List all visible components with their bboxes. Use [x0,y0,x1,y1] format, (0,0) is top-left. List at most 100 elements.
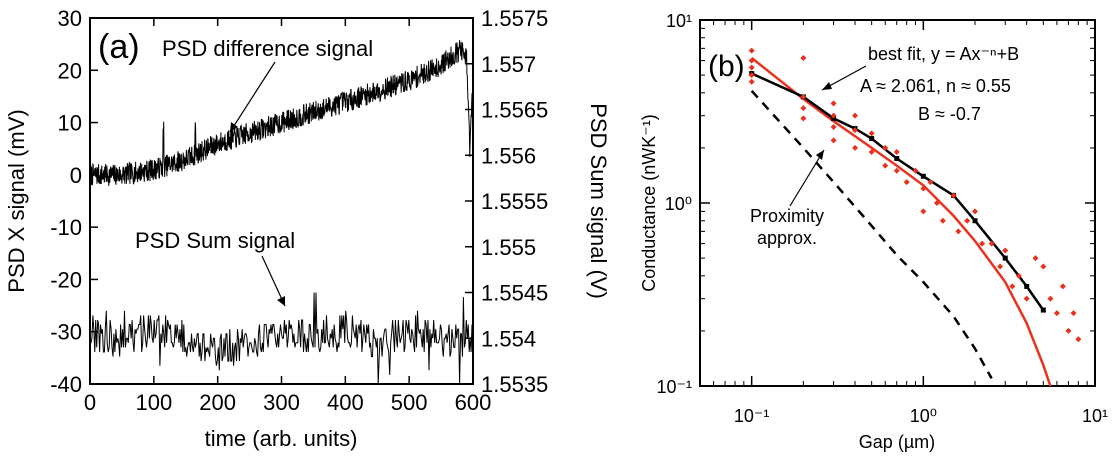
chart-a-ytick-label-left: -30 [50,320,82,345]
chart-b-data-point [893,148,900,155]
chart-a-ytick-label-left: 10 [58,111,82,136]
chart-b-arrowhead-proximity [816,150,824,160]
chart-a-ytick-label-right: 1.5545 [481,281,548,306]
chart-a-ytick-label-right: 1.555 [481,235,536,260]
chart-b-frame [699,19,1096,387]
chart-b-data-point [912,167,919,174]
chart-b-ylabel: Conductance (nWK⁻¹) [639,114,659,292]
chart-b-data-point [1009,283,1016,290]
chart-a-ylabel-left: PSD X signal (mV) [4,109,29,292]
chart-b-data-point [903,179,910,186]
chart-b-xtick-label: 10⁻¹ [734,406,770,426]
chart-b-data-point [950,192,957,199]
chart-b-series-measured [751,72,1045,311]
chart-a-xtick-label: 100 [135,390,172,415]
chart-b-data-point [972,208,979,215]
chart-b-data-point [830,137,837,144]
chart-a-annotation-sum: PSD Sum signal [135,228,295,253]
chart-b-measured-marker [920,173,926,179]
chart-b-ytick-label: 10⁰ [665,194,692,214]
chart-b-measured-marker [894,156,900,162]
chart-b-data-point [748,64,755,71]
chart-b-annotation-a-n: A ≈ 2.061, n ≈ 0.55 [860,76,1011,96]
chart-a-ytick-label-right: 1.5565 [481,98,548,123]
chart-b-data-point [748,57,755,64]
chart-b-ytick-label: 10¹ [666,11,692,31]
chart-b-data-point [882,162,889,169]
chart-a-ytick-label-right: 1.554 [481,326,536,351]
chart-a-panel-label: (a) [98,28,140,66]
chart-b-ytick-label: 10⁻¹ [656,377,692,397]
chart-a-ytick-label-left: -20 [50,267,82,292]
chart-b-arrow-proximity [789,149,825,207]
chart-b-data-point [1075,336,1082,343]
chart-b-annotation-b: B ≈ -0.7 [918,104,981,124]
chart-b-data-point [800,54,807,61]
chart-b-data-point [882,144,889,151]
chart-a-xtick-label: 0 [84,390,96,415]
chart-b-data-point [830,124,837,131]
chart-a-xtick-label: 200 [199,390,236,415]
chart-a-ylabel-right: PSD Sum signal (V) [586,103,611,299]
chart-a-xtick-label: 300 [263,390,300,415]
chart-b-data-point [852,112,859,119]
chart-b-data-point [1040,263,1047,270]
chart-b-annotation-proximity: Proximity [750,206,824,226]
chart-b-data-point [1065,327,1072,334]
chart-b-panel-label: (b) [708,50,745,83]
chart-b-data-point [830,100,837,107]
chart-b-data-point [933,200,940,206]
chart-b-series [748,47,1082,387]
chart-b-data-point [748,78,755,85]
chart-b-data-point [1059,283,1066,290]
chart-a-arrowhead-diff [230,122,238,132]
chart-a-xtick-label: 600 [455,390,492,415]
chart-b-data-point [997,263,1004,270]
chart-b-data-point [927,179,934,186]
chart-b-data-point [800,93,807,100]
chart-b-data-point [920,185,927,192]
chart-b-data-point [852,127,859,134]
chart-b-arrowhead-fit [822,82,832,90]
chart-a: 0 100 200 300 400 500 6003020100-10-20-30-401.… [4,6,611,451]
chart-b-xtick-label: 10¹ [1082,406,1108,426]
chart-b-data-point [955,228,962,235]
chart-a-ytick-label-left: 30 [58,6,82,31]
chart-a-ytick-label-right: 1.5555 [481,189,548,214]
chart-b-data-point [1002,247,1009,254]
chart-b-series-proximity [750,90,993,380]
chart-a-ytick-label-left: -10 [50,215,82,240]
chart-a-ytick-label-left: -40 [50,372,82,397]
chart-a-ytick-label-right: 1.557 [481,52,536,77]
chart-a-series-psd-sum [90,292,474,385]
chart-b-measured-marker [1040,307,1046,313]
chart-b-data-point [1053,310,1060,317]
chart-a-annotation-diff: PSD difference signal [162,36,373,61]
chart-a-ytick-label-left: 0 [70,163,82,188]
chart-b-data-point [852,144,859,151]
chart-a-xtick-label: 400 [327,390,364,415]
chart-b-data-point [1023,295,1030,302]
chart-b-data-point [868,130,875,137]
chart-a-series-psd-difference [89,40,474,186]
chart-b-xtick-label: 10⁰ [910,406,937,426]
chart-a-arrowhead-sum [277,296,285,306]
chart-a-xtick-label: 500 [391,390,428,415]
chart-b-data-point [893,167,900,174]
chart-b-data-point [920,208,927,215]
chart-b-data-point [830,112,837,119]
chart-b-data-point [1032,255,1039,262]
chart-b-measured-marker [1002,255,1008,261]
chart-a-ytick-label-right: 1.5535 [481,372,548,397]
chart-b-annotation-approx: approx. [757,228,817,248]
chart-b-series-best-fit [750,57,1052,387]
chart-b-measured-marker [1024,283,1030,289]
chart-b-data-point [1070,310,1077,317]
chart-b-annotation-fit: best fit, y = Ax⁻ⁿ+B [868,44,1019,64]
chart-b-data-point [979,240,986,247]
chart-b: 10⁻¹ 10⁰ 10¹ 10¹ 10⁰ 10⁻¹ (b) best fit, y = A… [639,11,1108,452]
chart-b-data-point [988,240,995,247]
chart-b-data-point [939,217,946,224]
chart-b-data-point [800,115,807,122]
